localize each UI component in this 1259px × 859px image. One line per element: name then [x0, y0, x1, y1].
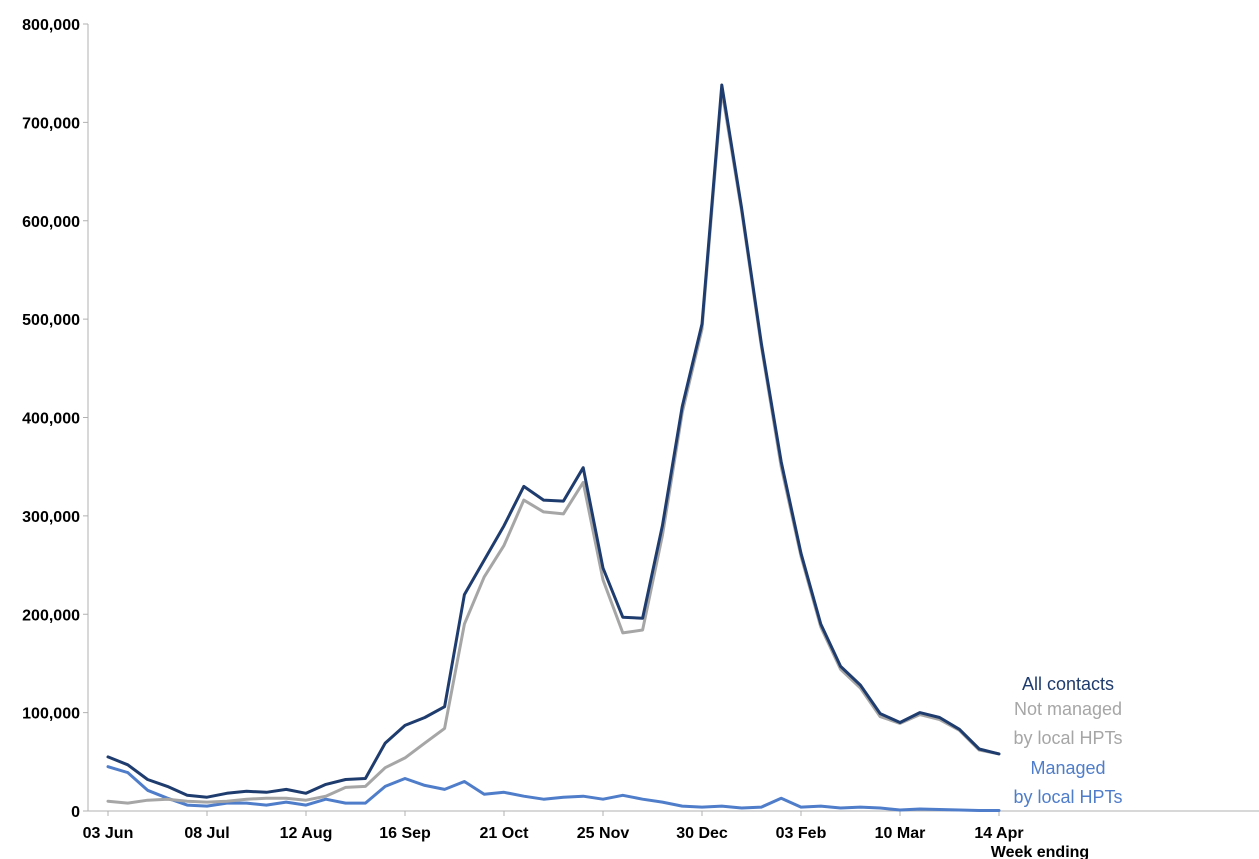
series-line-not-managed-by-local-hpts: [106, 88, 1001, 805]
y-tick-label: 100,000: [22, 706, 80, 723]
series-lines: [106, 83, 1001, 812]
y-tick-label: 300,000: [22, 509, 80, 526]
x-axis-label: Week ending: [991, 844, 1089, 859]
x-tick-label: 03 Feb: [776, 825, 827, 842]
y-tick-label: 0: [71, 804, 80, 821]
legend: All contacts Not managed by local HPTs Mana…: [1013, 674, 1122, 807]
legend-label: Not managed: [1014, 699, 1122, 719]
series-line-managed-by-local-hpts: [106, 765, 1001, 812]
x-tick-label: 30 Dec: [676, 825, 728, 842]
legend-label: by local HPTs: [1013, 728, 1122, 748]
x-axis-ticks: 03 Jun 08 Jul 12 Aug 16 Sep 21 Oct 25 Nov 30 D…: [83, 811, 1024, 842]
legend-label: by local HPTs: [1013, 787, 1122, 807]
legend-label: Managed: [1030, 758, 1105, 778]
x-tick-label: 16 Sep: [379, 825, 431, 842]
y-tick-label: 600,000: [22, 214, 80, 231]
y-tick-label: 700,000: [22, 115, 80, 132]
x-tick-label: 25 Nov: [577, 825, 630, 842]
x-tick-label: 03 Jun: [83, 825, 134, 842]
y-tick-label: 800,000: [22, 17, 80, 34]
x-tick-label: 21 Oct: [480, 825, 530, 842]
y-axis-ticks: 0 100,000 200,000 300,000 400,000 500,000 600,…: [22, 17, 88, 821]
x-tick-label: 12 Aug: [280, 825, 333, 842]
legend-label: All contacts: [1022, 674, 1114, 694]
y-tick-label: 200,000: [22, 607, 80, 624]
y-tick-label: 500,000: [22, 312, 80, 329]
x-tick-label: 10 Mar: [875, 825, 926, 842]
series-line-all-contacts: [106, 83, 1001, 799]
x-tick-label: 14 Apr: [974, 825, 1023, 842]
x-tick-label: 08 Jul: [184, 825, 229, 842]
y-tick-label: 400,000: [22, 411, 80, 428]
